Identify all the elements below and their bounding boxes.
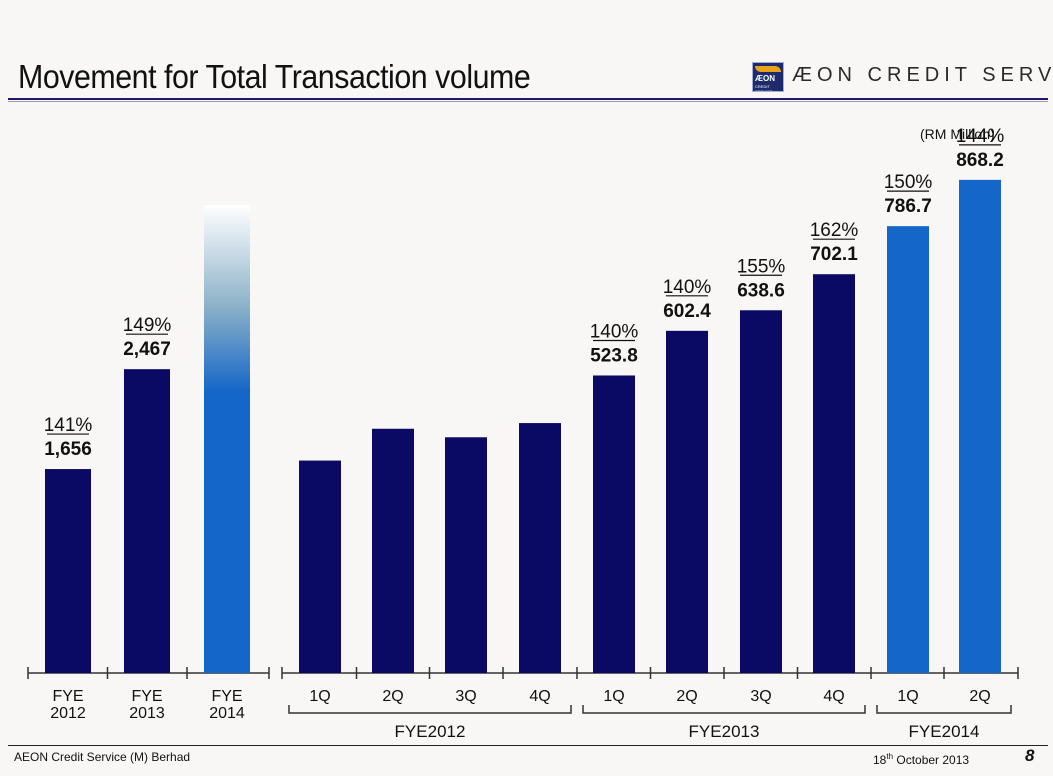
growth-label: 149% — [123, 315, 172, 336]
bar — [299, 460, 341, 673]
bar — [887, 226, 929, 673]
x-tick-label: 2012 — [50, 705, 86, 722]
growth-label: 141% — [44, 415, 93, 436]
group-bracket — [582, 705, 866, 714]
data-label: 868.2 — [956, 150, 1004, 171]
x-tick-label: 2013 — [129, 705, 165, 722]
x-tick-label: FYE — [131, 688, 162, 705]
growth-label: 140% — [590, 321, 639, 342]
logo-mark-subtext: CREDIT SERVICE — [755, 84, 773, 92]
bar — [445, 437, 487, 673]
title-divider — [8, 98, 1048, 100]
bar — [593, 375, 635, 673]
group-bracket — [288, 705, 572, 714]
page-number: 8 — [1025, 746, 1035, 765]
x-tick-label: 1Q — [897, 688, 918, 705]
title-divider-secondary — [8, 101, 1048, 102]
growth-label: 140% — [663, 277, 712, 298]
x-tick-label: 1Q — [309, 688, 330, 705]
growth-label: 150% — [884, 172, 933, 193]
data-label: 602.4 — [663, 301, 711, 322]
x-tick-label: 4Q — [529, 688, 550, 705]
footer-date-rest: October 2013 — [893, 753, 970, 767]
footer-divider — [8, 745, 1048, 746]
bar — [519, 423, 561, 673]
x-tick-label: 2Q — [676, 688, 697, 705]
data-label: 702.1 — [810, 244, 858, 265]
x-tick-label: 2Q — [969, 688, 990, 705]
bar — [666, 330, 708, 673]
x-tick-label: 1Q — [603, 688, 624, 705]
footer-company: AEON Credit Service (M) Berhad — [14, 750, 191, 764]
data-label: 638.6 — [737, 280, 785, 301]
footer-date-day: 18 — [873, 753, 887, 767]
data-label: 2,467 — [123, 339, 171, 360]
bar — [740, 310, 782, 673]
x-tick-label: FYE — [52, 688, 83, 705]
x-tick-label: 3Q — [750, 688, 771, 705]
bar — [204, 205, 250, 673]
bar — [124, 369, 170, 673]
footer-date: 18th October 2013 — [873, 752, 969, 767]
data-label: 786.7 — [884, 196, 932, 217]
bar — [813, 274, 855, 673]
bar — [959, 179, 1001, 673]
logo-mark-text: ÆON — [755, 74, 775, 83]
group-label: FYE2012 — [395, 722, 466, 741]
bar — [372, 428, 414, 673]
group-label: FYE2013 — [689, 722, 760, 741]
x-tick-label: 2014 — [209, 705, 245, 722]
x-tick-label: 3Q — [455, 688, 476, 705]
group-bracket — [876, 705, 1012, 714]
logo-stripe — [755, 66, 781, 72]
brand-name: ÆON CREDIT SERVICE — [792, 64, 1053, 86]
bar — [45, 469, 91, 673]
group-label: FYE2014 — [909, 722, 980, 741]
aeon-logo-icon: ÆON CREDIT SERVICE — [752, 62, 784, 92]
x-tick-label: 4Q — [823, 688, 844, 705]
growth-label: 162% — [810, 220, 859, 241]
footer-date-suffix: th — [886, 752, 894, 761]
growth-label: 155% — [737, 256, 786, 277]
data-label: 1,656 — [44, 439, 92, 460]
units-label: (RM Million) — [920, 126, 995, 142]
page-title: Movement for Total Transaction volume — [18, 58, 531, 95]
x-tick-label: 2Q — [382, 688, 403, 705]
data-label: 523.8 — [590, 345, 638, 366]
growth-label: 144% — [956, 126, 1005, 147]
x-tick-label: FYE — [211, 688, 242, 705]
